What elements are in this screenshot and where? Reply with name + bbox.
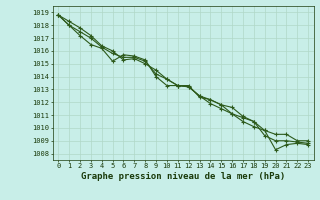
X-axis label: Graphe pression niveau de la mer (hPa): Graphe pression niveau de la mer (hPa)	[81, 172, 285, 181]
